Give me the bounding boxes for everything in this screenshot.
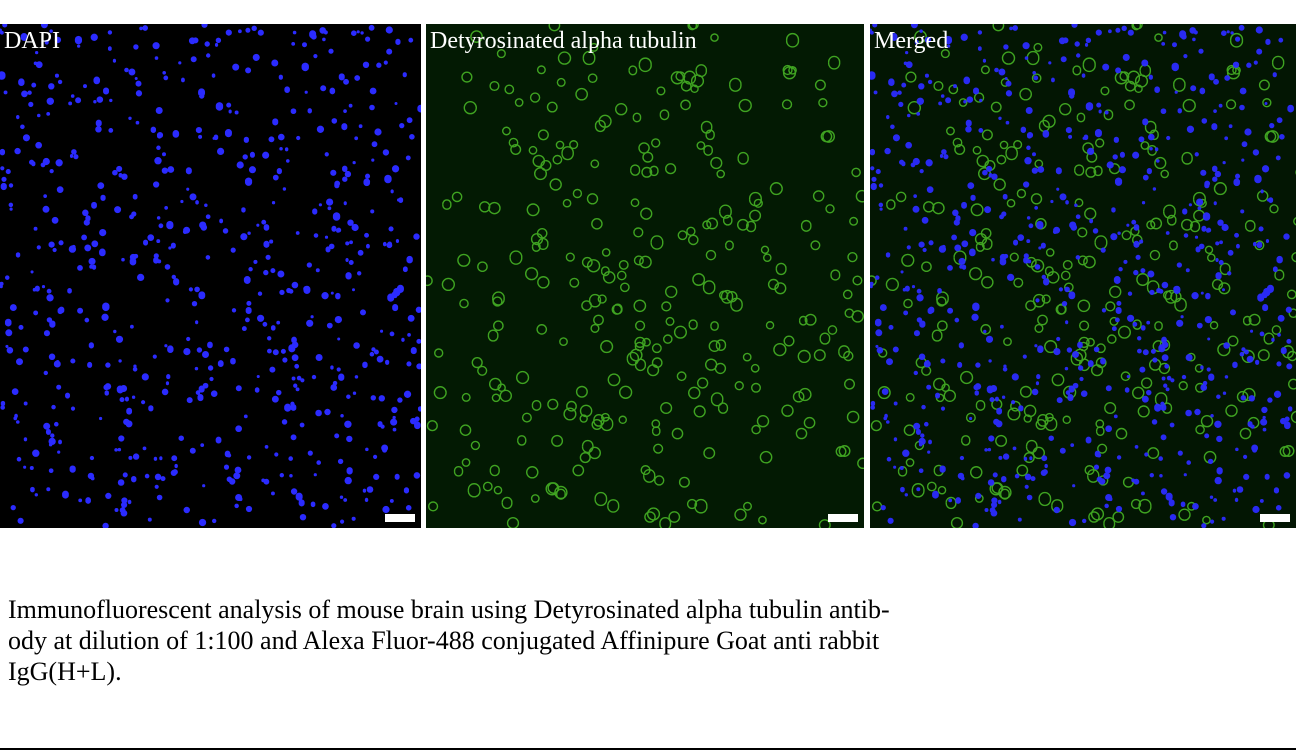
dapi-panel: DAPI — [0, 24, 421, 528]
caption: Immunofluorescent analysis of mouse brai… — [8, 594, 890, 687]
scale-bar — [828, 514, 858, 522]
panel-label: Merged — [874, 28, 949, 54]
panel-label: Detyrosinated alpha tubulin — [430, 28, 697, 54]
caption-line: IgG(H+L). — [8, 657, 122, 686]
bottom-rule — [0, 748, 1296, 750]
caption-line: Immunofluorescent analysis of mouse brai… — [8, 595, 890, 624]
caption-line: ody at dilution of 1:100 and Alexa Fluor… — [8, 626, 880, 655]
tubulin-panel: Detyrosinated alpha tubulin — [426, 24, 864, 528]
merged-panel: Merged — [870, 24, 1296, 528]
tubulin-cells — [870, 24, 1296, 528]
background-glow — [426, 24, 864, 528]
tubulin-cells — [426, 24, 864, 528]
panel-label: DAPI — [4, 28, 61, 54]
nuclei — [0, 24, 421, 528]
scale-bar — [1260, 514, 1290, 522]
scale-bar — [385, 514, 415, 522]
cell-image — [870, 24, 1296, 528]
cell-image — [0, 24, 421, 528]
background-glow — [870, 24, 1296, 528]
cell-image — [426, 24, 864, 528]
